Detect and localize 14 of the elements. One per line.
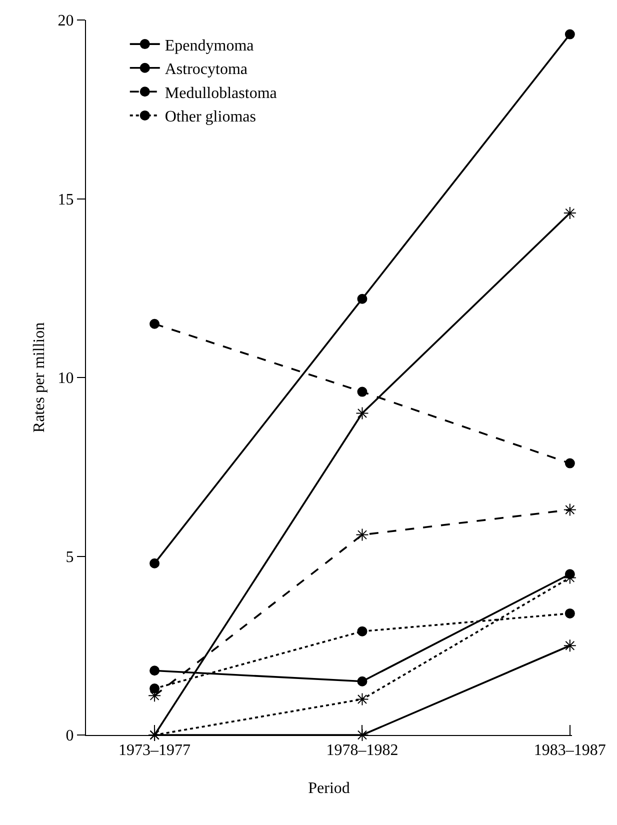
legend-label: Other gliomas — [164, 108, 256, 126]
x-tick-label: 1973–1977 — [118, 742, 191, 760]
legend-label: Ependymoma — [164, 37, 254, 54]
y-tick-label: 5 — [66, 548, 74, 566]
y-tick-label: 15 — [58, 191, 74, 208]
x-tick-label: 1983–1987 — [534, 742, 606, 760]
legend-label: Astrocytoma — [164, 61, 248, 78]
y-tick-label: 10 — [58, 370, 74, 388]
y-tick-label: 0 — [66, 728, 74, 745]
legend-label: Medulloblastoma — [164, 84, 277, 102]
x-axis-title: Period — [308, 780, 350, 797]
y-axis-title: Rates per million — [31, 322, 48, 433]
x-tick-label: 1978–1982 — [326, 742, 398, 760]
y-tick-label: 20 — [58, 12, 74, 30]
